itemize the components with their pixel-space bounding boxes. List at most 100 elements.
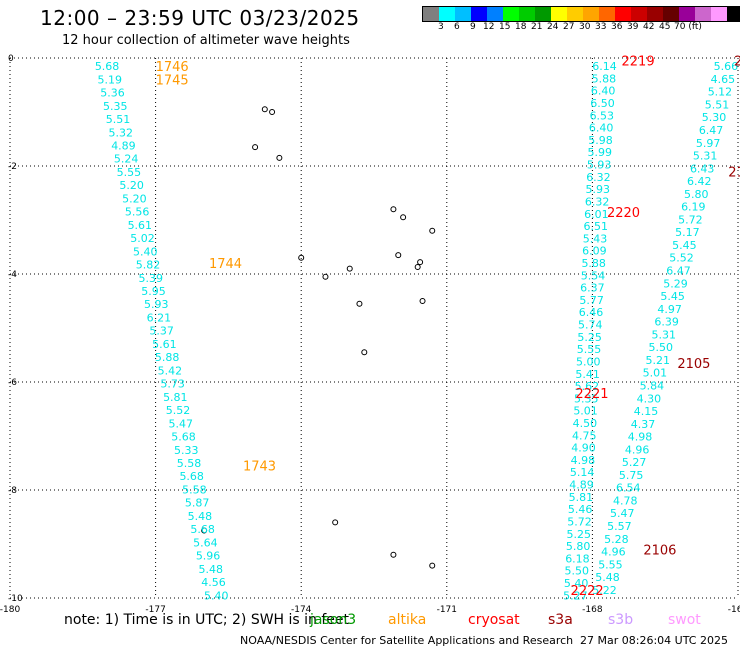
wave-height-value: 6.53: [590, 109, 615, 122]
wave-height-value: 5.20: [122, 192, 147, 205]
wave-height-value: 5.48: [595, 571, 620, 584]
wave-height-value: 5.48: [199, 563, 224, 576]
wave-height-value: 6.46: [579, 306, 604, 319]
wave-height-value: 5.21: [646, 354, 671, 367]
wave-height-value: 5.54: [581, 269, 606, 282]
wave-height-value: 5.01: [573, 405, 598, 418]
wave-height-value: 6.19: [681, 201, 706, 214]
color-scale-label: 12: [483, 22, 495, 32]
wave-height-value: 4.90: [571, 442, 596, 455]
wave-height-value: 5.68: [179, 470, 204, 483]
wave-height-value: 5.37: [149, 325, 174, 338]
island-outline: [201, 527, 208, 534]
island-outline: [276, 154, 283, 161]
legend-satellite-altika: altika: [388, 612, 427, 628]
color-swatch: [567, 7, 583, 21]
color-scale-label: 21: [531, 22, 543, 32]
island-outline: [400, 214, 407, 221]
wave-height-value: 5.98: [588, 134, 613, 147]
wave-height-value: 5.55: [598, 558, 623, 571]
pass-number-label: 1744: [209, 257, 242, 272]
wave-height-value: 6.43: [690, 162, 715, 175]
wave-height-value: 5.01: [643, 367, 668, 380]
wave-height-value: 5.88: [592, 72, 617, 85]
wave-height-value: 5.27: [622, 456, 647, 469]
chart-title: 12:00 – 23:59 UTC 03/23/2025: [40, 6, 360, 30]
wave-height-value: 5.61: [128, 219, 153, 232]
wave-height-value: 5.31: [651, 328, 676, 341]
wave-height-value: 6.18: [565, 552, 590, 565]
island-outline: [261, 106, 268, 113]
wave-height-value: 5.99: [588, 146, 613, 159]
wave-height-value: 5.55: [577, 343, 602, 356]
y-tick-label: -8: [8, 486, 17, 496]
wave-height-value: 5.93: [144, 298, 169, 311]
color-swatch: [519, 7, 535, 21]
wave-height-value: 5.58: [182, 483, 207, 496]
color-swatch: [647, 7, 663, 21]
legend-satellite-swot: swot: [668, 612, 701, 628]
color-scale-label: 15: [499, 22, 511, 32]
wave-height-value: 5.64: [193, 536, 218, 549]
wave-height-value: 5.52: [166, 404, 191, 417]
wave-height-value: 5.41: [575, 368, 600, 381]
chart-subtitle: 12 hour collection of altimeter wave hei…: [62, 33, 350, 48]
wave-height-value: 5.47: [169, 417, 194, 430]
wave-height-value: 4.96: [625, 443, 650, 456]
wave-height-value: 6.47: [699, 124, 724, 137]
wave-height-value: 5.96: [196, 550, 221, 563]
color-scale-label: 70 (ft): [674, 22, 702, 32]
x-tick-label: -165: [728, 605, 740, 615]
y-tick-label: -2: [8, 162, 17, 172]
wave-height-value: 4.98: [571, 454, 596, 467]
color-swatch: [487, 7, 503, 21]
color-swatch: [727, 7, 740, 21]
wave-height-value: 5.88: [155, 351, 180, 364]
wave-height-value: 4.65: [711, 73, 736, 86]
wave-height-value: 5.72: [567, 515, 592, 528]
wave-height-value: 5.62: [575, 380, 600, 393]
legend-satellite-jason3: jason3: [310, 612, 357, 628]
wave-height-value: 5.84: [640, 379, 665, 392]
wave-height-value: 5.31: [693, 150, 718, 163]
wave-height-value: 6.40: [591, 85, 616, 98]
wave-height-value: 5.77: [579, 294, 604, 307]
color-scale-label: 42: [643, 22, 655, 32]
color-swatch: [503, 7, 519, 21]
wave-height-value: 5.29: [663, 277, 688, 290]
color-scale-label: 30: [579, 22, 591, 32]
wave-height-value: 4.75: [572, 429, 597, 442]
x-tick-label: -177: [145, 605, 165, 615]
wave-height-value: 5.66: [714, 60, 739, 73]
pass-number-label: 2221: [575, 387, 608, 402]
wave-height-value: 5.51: [705, 98, 730, 111]
footer-credit: NOAA/NESDIS Center for Satellite Applica…: [240, 634, 574, 647]
color-swatch: [471, 7, 487, 21]
color-scale-label: 39: [627, 22, 639, 32]
wave-height-value: 5.17: [675, 226, 700, 239]
wave-height-value: 5.28: [604, 533, 629, 546]
wave-height-value: 5.43: [583, 232, 608, 245]
wave-height-value: 5.39: [138, 272, 163, 285]
wave-height-value: 5.73: [160, 378, 185, 391]
wave-height-value: 5.00: [576, 355, 601, 368]
pass-number-label: 2220: [607, 206, 640, 221]
wave-height-value: 5.74: [578, 319, 603, 332]
legend-satellite-cryosat: cryosat: [468, 612, 520, 628]
island-outline: [346, 265, 353, 272]
wave-height-value: 6.32: [585, 195, 610, 208]
color-swatch: [631, 7, 647, 21]
pass-number-label: 2219: [622, 55, 655, 70]
color-scale-label: 6: [454, 22, 460, 32]
color-scale-label: 27: [563, 22, 575, 32]
wave-height-value: 4.97: [657, 303, 682, 316]
pass-number-label: 2105: [677, 357, 710, 372]
color-swatch: [679, 7, 695, 21]
color-swatch: [439, 7, 455, 21]
wave-height-value: 5.02: [130, 232, 155, 245]
color-scale-label: 33: [595, 22, 607, 32]
wave-height-value: 4.89: [111, 139, 136, 152]
wave-height-value: 4.96: [601, 546, 626, 559]
wave-height-value: 5.50: [565, 565, 590, 578]
wave-height-value: 5.57: [607, 520, 632, 533]
